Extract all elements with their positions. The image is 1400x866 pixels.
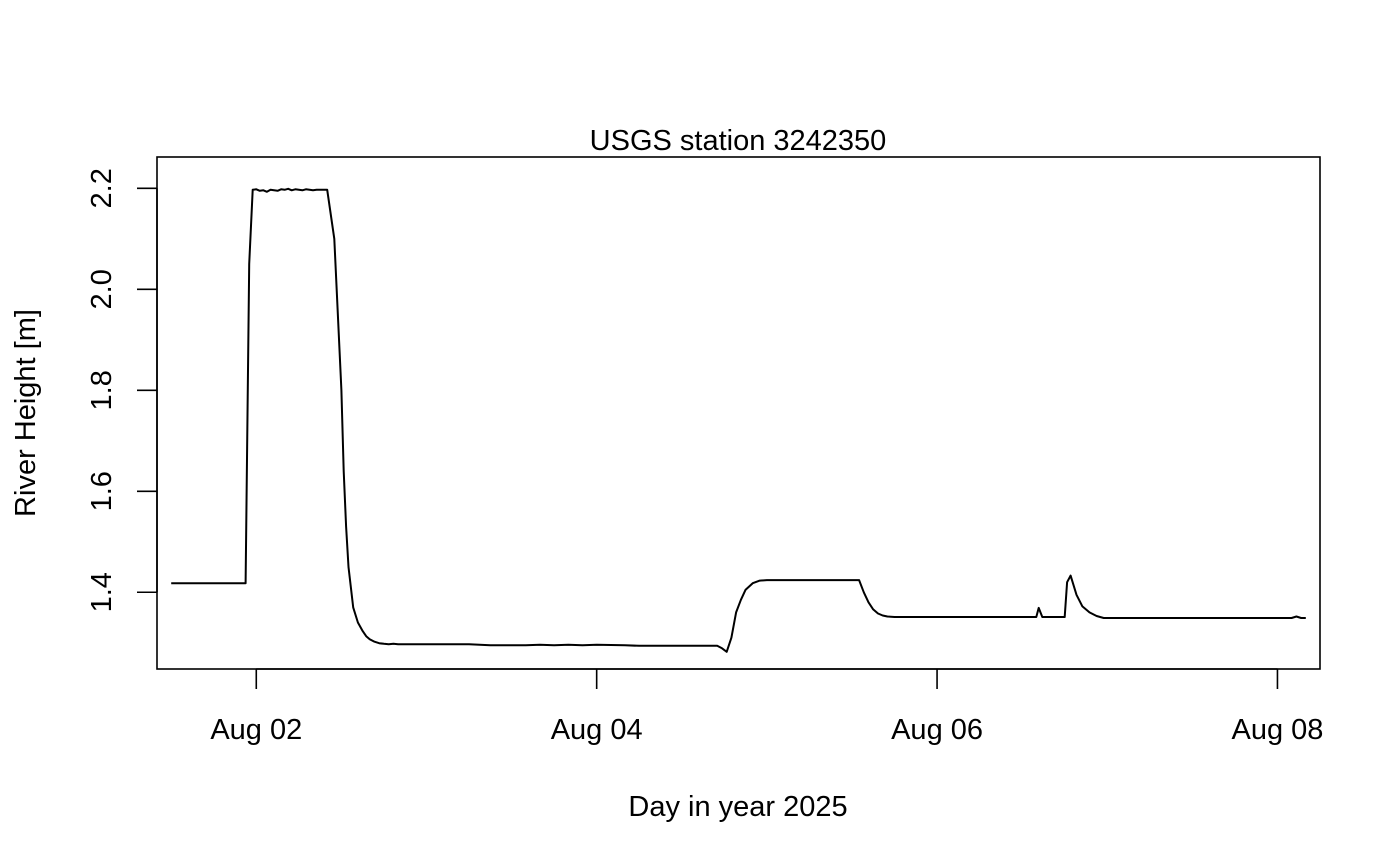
y-tick-label: 1.4 <box>86 572 118 612</box>
y-tick-label: 2.2 <box>86 168 118 208</box>
y-axis: 1.4 1.6 1.8 2.0 2.2 <box>86 168 158 612</box>
series-group <box>171 187 1306 653</box>
x-axis: Aug 02 Aug 04 Aug 06 Aug 08 <box>210 668 1323 746</box>
x-tick-label: Aug 04 <box>551 714 643 746</box>
y-axis-title: River Height [m] <box>10 309 42 517</box>
x-tick-label: Aug 02 <box>210 714 302 746</box>
y-tick-label: 1.8 <box>86 370 118 410</box>
series-line <box>171 187 1306 653</box>
chart-title: USGS station 3242350 <box>590 125 887 157</box>
x-tick-label: Aug 08 <box>1231 714 1323 746</box>
y-tick-label: 2.0 <box>86 269 118 309</box>
x-tick-label: Aug 06 <box>891 714 983 746</box>
x-axis-title: Day in year 2025 <box>628 791 847 823</box>
y-tick-label: 1.6 <box>86 471 118 511</box>
